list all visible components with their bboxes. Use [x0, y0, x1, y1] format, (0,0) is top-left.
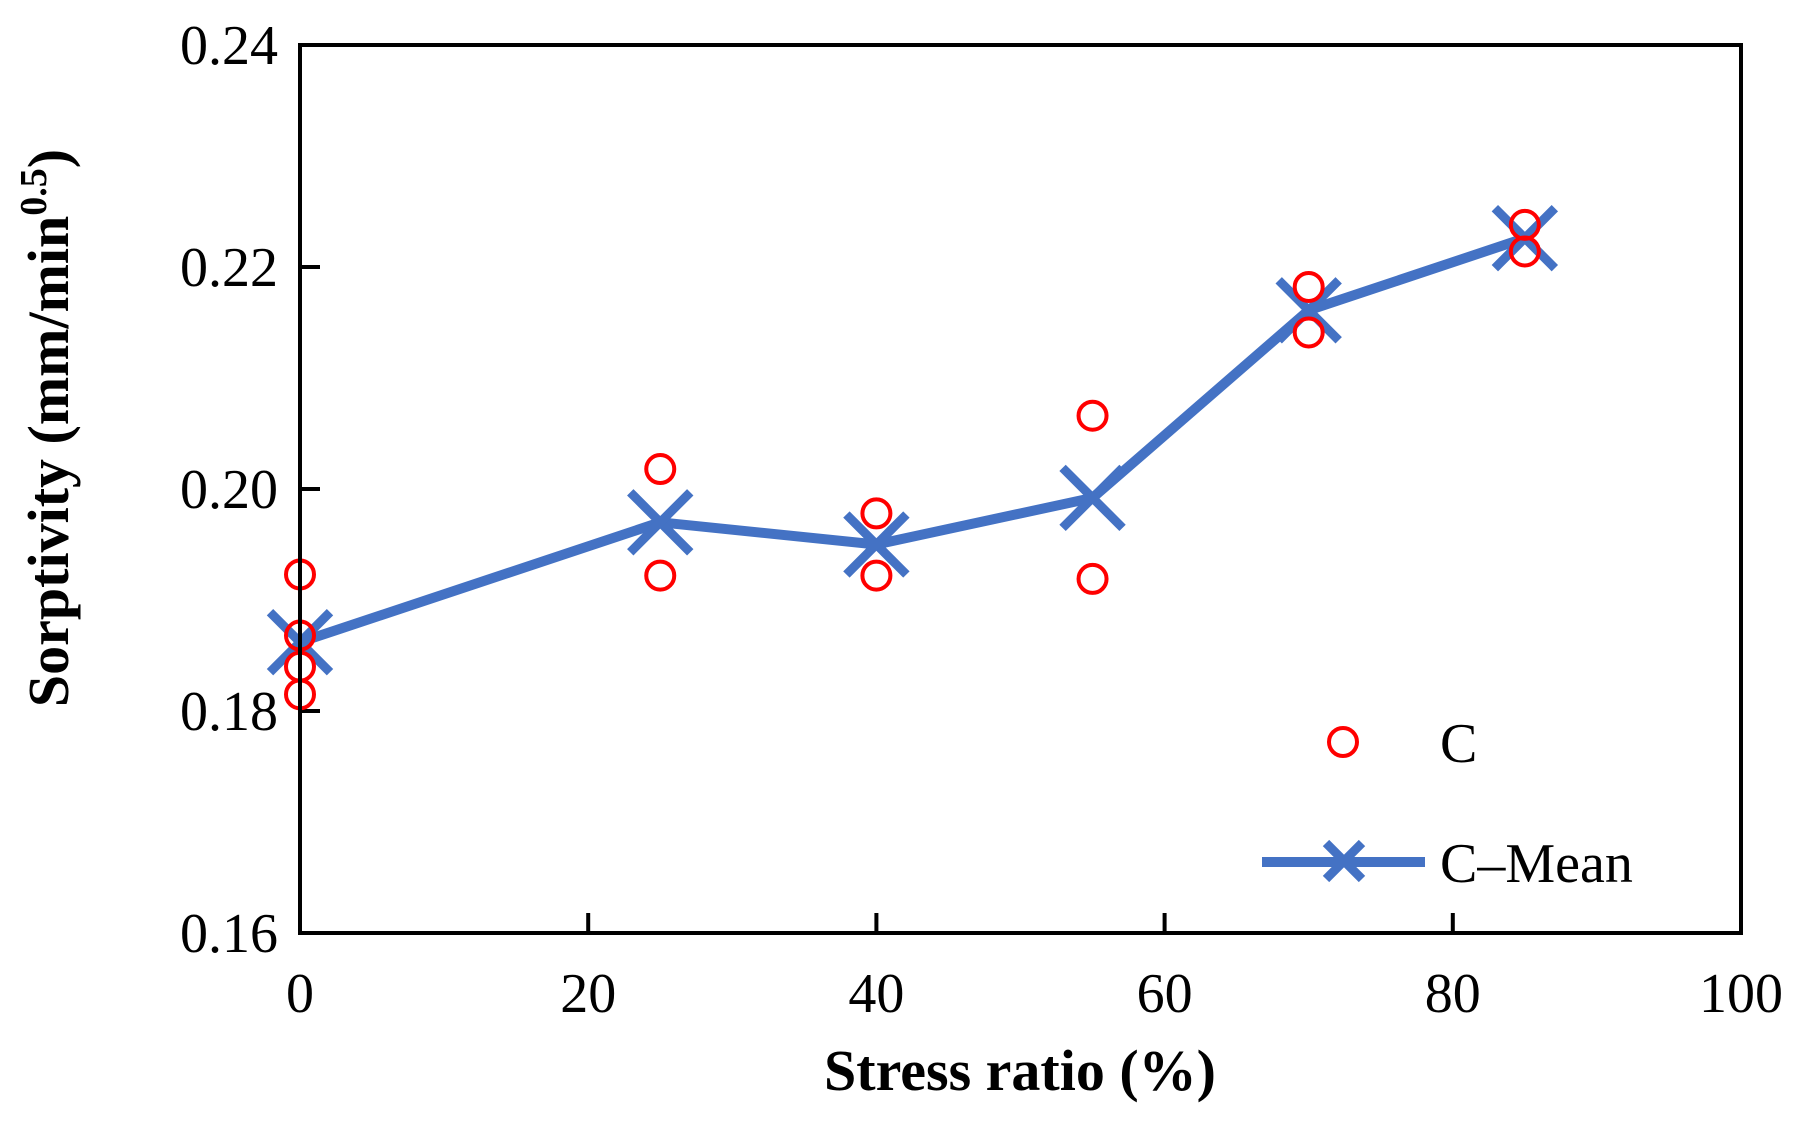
- mean-point: [843, 511, 910, 578]
- legend-label-c-mean: C–Mean: [1440, 833, 1633, 895]
- y-axis-tick-labels: 0.16 0.18 0.20 0.22 0.24: [180, 15, 278, 965]
- mean-point: [1059, 464, 1126, 532]
- sample-series: [284, 208, 1541, 711]
- sample-point: [860, 559, 893, 592]
- x-tick-label: 40: [848, 963, 904, 1025]
- legend-label-c: C: [1440, 713, 1477, 775]
- y-axis-title-main: Sorptivity (mm/min: [16, 216, 81, 707]
- sample-point: [1076, 562, 1109, 595]
- y-tick-label: 0.16: [180, 903, 278, 965]
- x-tick-label: 60: [1137, 963, 1193, 1025]
- sample-point: [860, 497, 893, 530]
- sample-point: [1508, 235, 1541, 268]
- legend: C C–Mean: [1262, 713, 1633, 895]
- y-axis-title-close: ): [16, 149, 81, 168]
- mean-point: [627, 489, 694, 556]
- y-tick-label: 0.24: [180, 15, 278, 77]
- x-tick-label: 80: [1425, 963, 1481, 1025]
- y-tick-label: 0.20: [180, 459, 278, 521]
- x-axis-ticks: [298, 913, 1743, 933]
- y-axis-title-superscript: 0.5: [13, 168, 55, 216]
- legend-marker-circle: [1327, 726, 1359, 758]
- sample-point: [1292, 270, 1325, 303]
- sample-point: [1292, 316, 1325, 349]
- y-tick-label: 0.22: [180, 237, 278, 299]
- y-tick-label: 0.18: [180, 681, 278, 743]
- sample-point: [644, 559, 677, 592]
- sample-point: [1076, 399, 1109, 432]
- x-tick-label: 0: [286, 963, 314, 1025]
- legend-marker-x: [1322, 839, 1366, 883]
- x-tick-label: 20: [560, 963, 616, 1025]
- plot-area-frame: [298, 43, 1743, 935]
- x-axis-title: Stress ratio (%): [824, 1038, 1216, 1103]
- mean-point: [1275, 277, 1342, 344]
- x-axis-tick-labels: 0 20 40 60 80 100: [286, 963, 1783, 1025]
- svg-text:Sorptivity (mm/min0.5): Sorptivity (mm/min0.5): [13, 149, 81, 707]
- mean-series: [266, 204, 1559, 676]
- sample-point: [644, 453, 677, 486]
- y-axis-ticks: [300, 43, 320, 935]
- mean-line: [298, 233, 1527, 647]
- x-tick-label: 100: [1699, 963, 1783, 1025]
- y-axis-title: Sorptivity (mm/min0.5): [13, 149, 81, 707]
